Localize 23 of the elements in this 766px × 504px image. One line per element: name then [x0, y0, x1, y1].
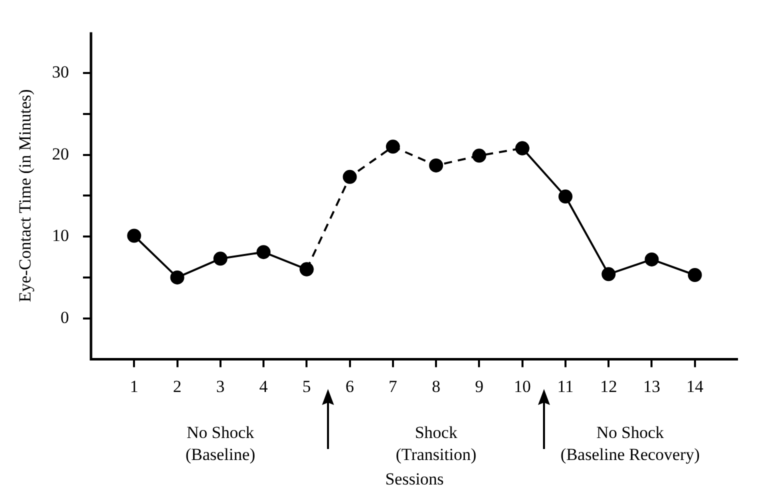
x-tick-label: 4 [259, 376, 268, 396]
x-tick-label: 2 [173, 376, 182, 396]
x-tick-label: 11 [557, 376, 574, 396]
x-tick-label: 9 [474, 376, 484, 396]
x-tick-label: 12 [600, 376, 618, 396]
x-tick-label: 7 [388, 376, 398, 396]
text: Shock (Transition) [396, 423, 476, 464]
x-tick-label: 13 [643, 376, 660, 396]
x-tick-label: 10 [514, 376, 531, 396]
x-tick-label: 14 [686, 376, 704, 396]
y-axis-title: Eye-Contact Time (in Minutes) [15, 89, 34, 302]
x-tick-label: 6 [346, 376, 354, 396]
x-tick-label: 3 [216, 376, 225, 396]
text: No Shock (Baseline Recovery) [560, 423, 700, 464]
y-tick-label: 10 [52, 226, 69, 246]
x-axis-title: Sessions [385, 469, 444, 488]
x-tick-label: 1 [130, 376, 138, 396]
x-tick-label: 8 [432, 376, 440, 396]
y-tick-label: 30 [52, 62, 69, 82]
y-tick-label: 20 [52, 144, 69, 164]
x-tick-label: 5 [302, 376, 311, 396]
y-tick-label: 0 [60, 308, 69, 327]
text: No Shock (Baseline) [185, 423, 256, 464]
